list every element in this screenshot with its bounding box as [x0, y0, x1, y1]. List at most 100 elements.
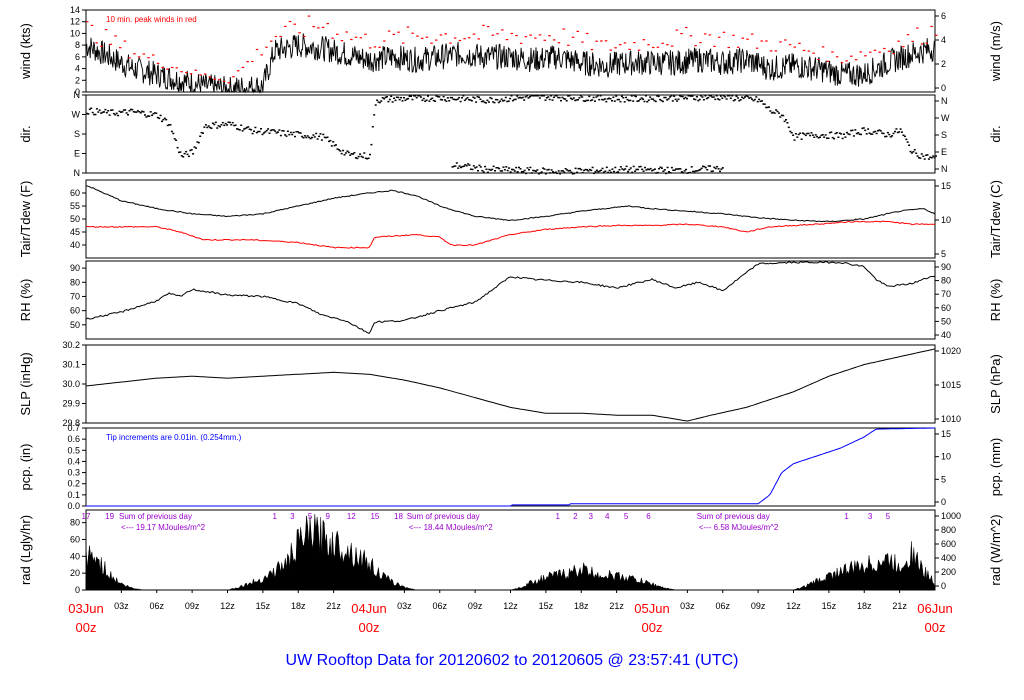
direction-dot: [125, 112, 128, 114]
direction-dot: [451, 166, 454, 168]
direction-dot: [478, 96, 480, 98]
direction-dot: [301, 135, 304, 138]
direction-dot: [779, 116, 782, 118]
direction-dot: [670, 95, 673, 97]
peak-wind-mark: [288, 20, 292, 23]
left-tick-label: 90: [70, 263, 80, 273]
direction-dot: [124, 109, 127, 111]
direction-dot: [289, 131, 292, 134]
direction-dot: [850, 129, 853, 132]
direction-dot: [141, 110, 144, 113]
rad-hour-label: 3: [290, 512, 295, 521]
direction-dot: [138, 111, 141, 113]
day-label-date: 03Jun: [68, 601, 103, 616]
direction-dot: [217, 125, 220, 127]
direction-dot: [224, 122, 227, 125]
series-rad-0: [85, 513, 936, 591]
peak-wind-mark: [911, 40, 914, 42]
direction-dot: [536, 95, 538, 97]
direction-dot: [864, 129, 867, 132]
direction-dot: [350, 153, 353, 155]
peak-wind-mark: [90, 24, 94, 26]
direction-dot: [854, 129, 857, 131]
direction-dot: [357, 155, 360, 158]
direction-dot: [630, 95, 633, 97]
peak-wind-mark: [557, 42, 561, 44]
daily-sum-value: <--- 19.17 MJoules/m^2: [121, 523, 206, 532]
peak-wind-mark: [869, 51, 872, 53]
direction-dot: [696, 170, 699, 172]
direction-dot: [209, 126, 212, 129]
direction-dot: [718, 99, 721, 101]
direction-dot: [653, 168, 656, 170]
peak-wind-mark: [392, 33, 396, 35]
direction-dot: [139, 112, 142, 114]
direction-dot: [159, 114, 162, 117]
direction-dot: [572, 97, 575, 99]
direction-dot: [356, 157, 359, 160]
daily-sum-label: Sum of previous day: [697, 512, 770, 521]
direction-dot: [131, 108, 134, 111]
direction-dot: [502, 100, 504, 102]
peak-wind-mark: [581, 41, 584, 43]
peak-wind-mark: [916, 27, 919, 29]
direction-dot: [407, 97, 410, 100]
daily-sum-value: <--- 18.44 MJoules/m^2: [409, 523, 494, 532]
peak-wind-mark: [477, 38, 480, 40]
direction-dot: [910, 152, 913, 154]
peak-wind-mark: [765, 40, 768, 42]
direction-dot: [929, 156, 932, 158]
rad-hour-label: 18: [394, 512, 403, 521]
direction-dot: [603, 98, 606, 100]
peak-wind-mark: [920, 43, 924, 45]
direction-dot: [414, 95, 417, 97]
direction-dot: [811, 134, 814, 136]
direction-dot: [257, 130, 260, 133]
direction-dot: [354, 157, 357, 159]
peak-wind-mark: [449, 42, 452, 44]
direction-dot: [316, 138, 319, 140]
direction-dot: [574, 167, 577, 170]
peak-wind-mark: [769, 50, 773, 52]
direction-dot: [639, 165, 642, 168]
x-tick-label: 21z: [609, 601, 624, 611]
left-tick-label: 0.7: [67, 423, 80, 433]
direction-dot: [179, 151, 182, 153]
direction-dot: [105, 111, 108, 114]
direction-dot: [95, 108, 98, 110]
direction-dot: [783, 120, 786, 123]
peak-wind-mark: [364, 33, 367, 35]
direction-dot: [661, 100, 664, 103]
direction-dot: [772, 111, 775, 114]
direction-dot: [510, 95, 513, 97]
direction-dot: [104, 108, 107, 111]
direction-dot: [267, 128, 270, 130]
direction-dot: [136, 110, 139, 112]
direction-dot: [520, 171, 523, 173]
direction-dot: [871, 133, 874, 135]
peak-wind-mark: [312, 26, 315, 28]
left-tick-label: 4: [75, 64, 80, 74]
direction-dot: [286, 130, 289, 132]
direction-dot: [491, 168, 494, 171]
direction-dot: [183, 152, 186, 155]
day-label-time: 00z: [359, 620, 380, 635]
direction-dot: [648, 168, 651, 171]
direction-dot: [580, 168, 583, 171]
direction-dot: [540, 171, 543, 173]
direction-dot: [247, 126, 250, 128]
direction-dot: [318, 135, 321, 138]
direction-dot: [619, 166, 622, 168]
direction-dot: [581, 171, 584, 174]
direction-dot: [819, 136, 821, 138]
direction-dot: [742, 97, 745, 100]
direction-dot: [566, 169, 569, 171]
direction-dot: [656, 95, 659, 97]
direction-dot: [578, 97, 581, 99]
direction-dot: [517, 97, 520, 99]
direction-dot: [626, 98, 629, 101]
direction-dot: [712, 96, 715, 98]
left-tick-label: 0.2: [67, 479, 80, 489]
direction-dot: [466, 97, 469, 99]
direction-dot: [847, 133, 850, 135]
